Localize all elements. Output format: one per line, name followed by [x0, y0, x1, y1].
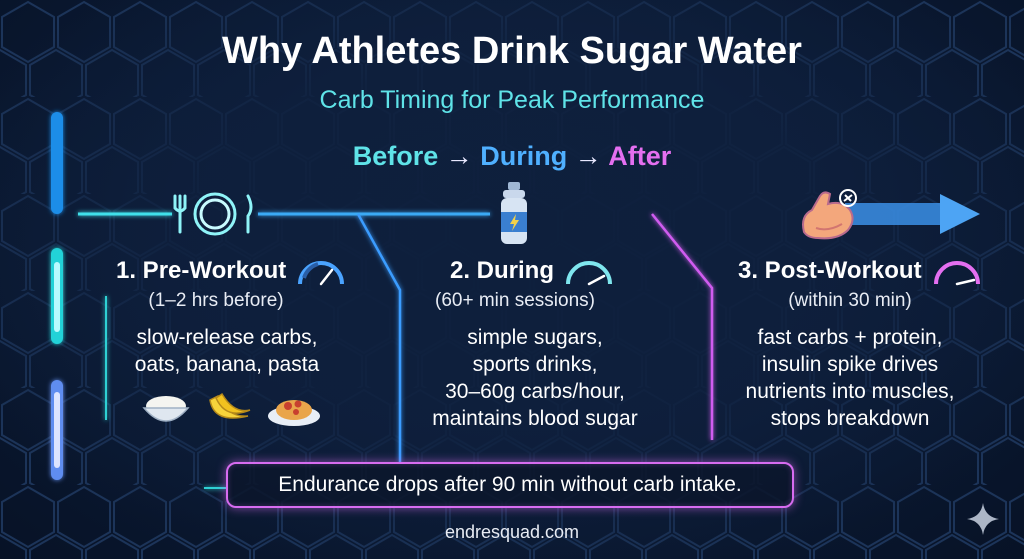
rice-bowl-icon: [142, 396, 190, 422]
gauge-icon: [566, 261, 613, 286]
description-line: stops breakdown: [770, 407, 930, 430]
flow-arrow-icon: →: [445, 141, 473, 171]
sports-bottle-icon: [501, 182, 527, 244]
description-line: simple sugars,: [467, 326, 603, 349]
phase-flow: Before → During → After: [0, 141, 1024, 172]
phase-description: slow-release carbs, oats, banana, pasta: [102, 324, 352, 378]
phase-title: 2. During: [450, 257, 555, 284]
page-title: Why Athletes Drink Sugar Water: [222, 30, 802, 72]
description-line: nutrients into muscles,: [745, 380, 955, 403]
phase-subtitle: (60+ min sessions): [435, 290, 595, 311]
flow-before: Before: [352, 141, 439, 171]
phase-pre-workout: 1. Pre-Workout: [116, 256, 376, 286]
footer-url: endresquad.com: [444, 522, 580, 542]
description-line: slow-release carbs,: [136, 326, 318, 349]
gauge-icon: [298, 261, 345, 286]
flow-arrow-icon: →: [574, 141, 602, 171]
page-subtitle: Carb Timing for Peak Performance: [319, 86, 705, 114]
endurance-callout: Endurance drops after 90 min without car…: [226, 462, 794, 508]
phase-description: fast carbs + protein, insulin spike driv…: [720, 324, 980, 432]
phase-description: simple sugars, sports drinks, 30–60g car…: [405, 324, 665, 432]
pasta-icon: [268, 400, 320, 426]
phase-title: 1. Pre-Workout: [116, 257, 287, 284]
description-line: oats, banana, pasta: [134, 353, 320, 376]
sparkle-icon: [967, 503, 999, 535]
phase-subtitle: (1–2 hrs before): [148, 290, 284, 311]
phase-subtitle: (within 30 min): [788, 290, 912, 311]
progress-arrow: [845, 194, 980, 234]
description-line: 30–60g carbs/hour,: [445, 380, 625, 403]
food-icons: [140, 390, 330, 430]
flow-during: During: [480, 141, 568, 171]
flow-after: After: [608, 141, 672, 171]
description-line: maintains blood sugar: [432, 407, 638, 430]
phase-title: 3. Post-Workout: [738, 257, 922, 284]
gauge-icon: [933, 261, 980, 286]
phase-post-workout: 3. Post-Workout: [738, 256, 1008, 286]
description-line: sports drinks,: [472, 353, 598, 376]
description-line: insulin spike drives: [761, 353, 939, 376]
left-glow-bars: [51, 112, 63, 480]
flexed-bicep-icon: [802, 189, 857, 240]
banana-icon: [209, 392, 251, 419]
plate-fork-knife-icon: [173, 192, 253, 236]
phase-during: 2. During: [450, 256, 650, 286]
description-line: fast carbs + protein,: [757, 326, 943, 349]
